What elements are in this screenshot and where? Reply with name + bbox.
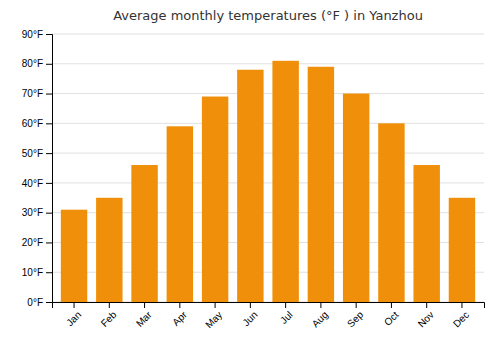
grid-line [52,34,484,35]
bar [167,126,193,302]
tick-mark [46,302,52,303]
bar [61,210,87,302]
tick-mark [215,302,216,308]
tick-label: Dec [451,309,471,329]
tick: Jan [64,302,83,328]
tick-label: Nov [416,309,436,329]
tick: Feb [99,302,119,329]
grid-line [52,123,484,124]
tick-mark [285,302,286,308]
tick-label: 70°F [22,88,43,99]
tick-mark [144,302,145,308]
tick: Sep [345,302,366,329]
tick: Oct [382,302,401,328]
tick-mark [74,302,75,308]
grid [52,34,484,302]
tick-mark [250,302,251,308]
tick: Jul [278,302,295,326]
tick: 60°F [22,118,52,129]
tick: Mar [134,302,154,329]
tick: Jun [240,302,259,328]
tick-label: Mar [134,309,154,329]
tick: 10°F [22,267,52,278]
tick: 20°F [22,237,52,248]
tick-label: Apr [170,309,189,328]
tick-mark [179,302,180,308]
tick-label: Feb [99,309,119,329]
tick-label: Oct [382,309,401,328]
tick-mark [426,302,427,308]
bars [61,61,475,302]
tick-mark [46,242,52,243]
tick-label: Jul [278,309,295,326]
tick-mark [46,153,52,154]
tick-mark [461,302,462,308]
tick-mark [46,94,52,95]
tick-label: 60°F [22,118,43,129]
tick-label: 40°F [22,178,43,189]
tick-mark [46,64,52,65]
tick-mark [356,302,357,308]
tick-label: 20°F [22,237,43,248]
tick: 70°F [22,88,52,99]
tick-mark [109,302,110,308]
grid-line [52,93,484,94]
tick-label: 90°F [22,29,43,40]
tick: Aug [310,302,330,329]
tick-label: 10°F [22,267,43,278]
bar [449,198,475,302]
tick-label: 50°F [22,148,43,159]
tick-label: Jun [240,309,259,328]
plot: 0°F 10°F 20°F 30°F 40°F 50°F 60°F 70°F 80°F 90°F J… [22,29,485,331]
tick-label: 0°F [27,297,43,308]
tick: 80°F [22,58,52,69]
axis-line [46,35,53,303]
tick: Apr [170,302,189,328]
bar [96,198,122,302]
tick: Nov [416,302,436,329]
chart: 0°F 10°F 20°F 30°F 40°F 50°F 60°F 70°F 80°F 90°F J… [0,0,500,350]
tick: Dec [451,302,471,329]
tick: 40°F [22,178,52,189]
bar [131,165,157,302]
tick-label: Sep [345,309,366,330]
bar [237,70,263,302]
bar [202,97,228,302]
tick-mark [46,213,52,214]
bar [378,123,404,302]
tick: May [203,302,224,330]
grid-line [52,63,484,64]
x-axis: Jan Feb Mar Apr May Jun Jul Aug Sep Oct Nov Dec [53,302,485,330]
title: Average monthly temperatures (°F ) in Ya… [113,8,423,23]
axis-line [53,303,485,309]
tick-label: Aug [310,309,330,329]
tick-mark [46,272,52,273]
tick-label: 30°F [22,207,43,218]
bar [413,165,439,302]
tick-label: Jan [64,309,83,328]
y-axis: 0°F 10°F 20°F 30°F 40°F 50°F 60°F 70°F 80°F 90°F [22,29,53,308]
tick-mark [46,183,52,184]
tick: 0°F [27,297,52,308]
tick-label: 80°F [22,58,43,69]
tick-mark [391,302,392,308]
bar [343,94,369,302]
tick: 90°F [22,29,52,40]
grid-line [52,153,484,154]
tick-mark [46,123,52,124]
bar [308,67,334,302]
tick-mark [320,302,321,308]
tick: 50°F [22,148,52,159]
tick: 30°F [22,207,52,218]
bar [272,61,298,302]
tick-label: May [203,309,224,330]
tick-mark [46,34,52,35]
